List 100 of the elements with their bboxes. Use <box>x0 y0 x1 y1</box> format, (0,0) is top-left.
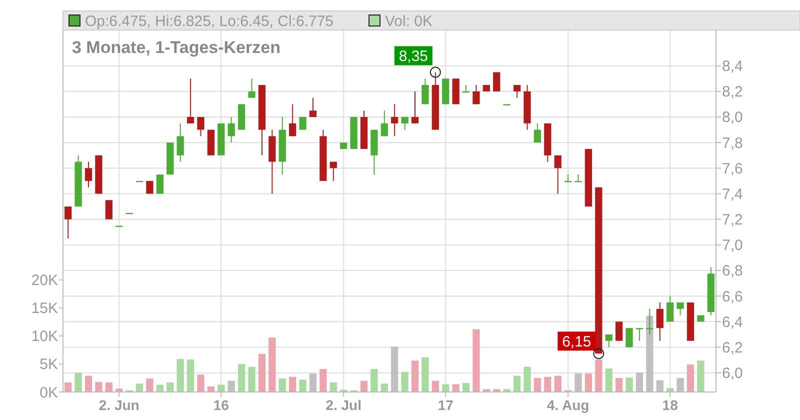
candlestick <box>156 174 164 194</box>
y2-tick-label: 15K <box>31 300 58 318</box>
candlestick <box>554 154 562 194</box>
annotation: 8,35 <box>398 48 428 65</box>
candlestick <box>299 116 306 130</box>
candlestick <box>616 321 623 342</box>
bar <box>462 383 470 392</box>
x-tick-label: 2. Jun <box>98 397 140 413</box>
bar <box>401 372 408 392</box>
candlestick <box>330 161 337 182</box>
bar <box>370 369 378 392</box>
candlestick <box>401 116 408 130</box>
candlestick <box>472 84 480 105</box>
y2-tick-label: 10K <box>31 328 58 346</box>
candlestick <box>422 78 429 105</box>
bar <box>176 358 184 392</box>
bar <box>360 380 368 392</box>
bar <box>513 376 521 392</box>
bar <box>380 384 388 392</box>
bar <box>136 384 144 392</box>
bar <box>422 357 429 392</box>
candlestick <box>513 84 521 98</box>
bar <box>278 378 286 392</box>
y-tick-label: 7,8 <box>722 134 743 152</box>
bar <box>166 382 174 392</box>
candlestick <box>84 161 92 188</box>
bar <box>146 378 154 392</box>
candlestick <box>534 122 542 144</box>
candlestick <box>64 206 72 239</box>
bar <box>248 366 256 392</box>
candlestick <box>493 72 500 92</box>
x-tick-label: 17 <box>438 397 454 413</box>
bar <box>105 382 112 392</box>
y-tick-label: 6,2 <box>722 339 743 356</box>
y-tick-label: 7,4 <box>722 186 743 203</box>
y-tick-label: 7,0 <box>722 237 743 254</box>
legend-label: Vol: 0K <box>385 12 433 30</box>
y-tick-label: 6,6 <box>722 288 743 306</box>
y-tick-label: 8,2 <box>722 84 743 101</box>
candlestick <box>176 122 184 162</box>
bar <box>156 384 164 392</box>
bar <box>452 384 460 392</box>
candlestick <box>380 110 388 137</box>
y-tick-label: 7,2 <box>722 212 743 229</box>
bar <box>258 354 266 392</box>
legend-label: Op:6.475, Hi:6.825, Lo:6.45, Cl:6.775 <box>85 12 334 30</box>
candlestick <box>411 90 419 124</box>
y-tick-label: 8,4 <box>722 58 743 76</box>
candlestick <box>186 78 194 124</box>
bar <box>472 329 480 392</box>
text: 3 Monate, 1-Tages-Kerzen <box>72 38 280 57</box>
candlestick <box>105 200 112 220</box>
bar <box>218 384 225 392</box>
bar <box>320 369 327 392</box>
bar <box>186 360 194 392</box>
candlestick <box>228 116 235 144</box>
x-tick-label: 2. Jul <box>326 397 362 413</box>
bar <box>442 384 450 392</box>
x-tick-label: 18 <box>662 397 678 413</box>
candlestick <box>605 334 612 348</box>
candlestick <box>676 302 684 316</box>
bar <box>605 368 612 392</box>
bar <box>411 360 419 392</box>
y-tick-label: 6,8 <box>722 262 743 280</box>
candlestick <box>391 104 398 137</box>
bar <box>289 376 296 392</box>
y2-tick-label: 0K <box>40 384 58 402</box>
y2-tick-label: 5K <box>40 356 58 374</box>
bar <box>238 364 246 392</box>
bar <box>626 377 633 392</box>
bar <box>554 376 562 392</box>
y-tick-label: 8,0 <box>722 109 743 126</box>
bar <box>64 382 72 392</box>
y-tick-label: 6,0 <box>722 365 743 382</box>
bar <box>197 374 204 392</box>
x-tick-label: 4. Aug <box>546 397 590 413</box>
candlestick <box>289 104 296 137</box>
candlestick <box>626 328 633 348</box>
bar <box>432 380 439 392</box>
y-tick-label: 6,4 <box>722 314 743 331</box>
y-tick-label: 7,6 <box>722 160 743 178</box>
bar <box>584 374 592 392</box>
candlestick <box>309 97 317 118</box>
candlestick <box>666 296 674 322</box>
candlestick <box>656 302 664 342</box>
bar <box>544 376 552 392</box>
bar <box>686 364 694 392</box>
bar <box>524 366 531 392</box>
bar <box>616 378 623 392</box>
candlestick <box>197 116 204 137</box>
bar <box>534 378 542 392</box>
bar <box>268 338 276 392</box>
bar <box>84 376 92 392</box>
annotation: 6,15 <box>562 333 592 350</box>
x-tick-label: 16 <box>213 397 230 413</box>
bar <box>95 382 102 392</box>
bar <box>74 372 82 392</box>
candlestick <box>248 78 256 98</box>
y2-tick-label: 20K <box>31 272 58 290</box>
bar <box>697 360 704 392</box>
